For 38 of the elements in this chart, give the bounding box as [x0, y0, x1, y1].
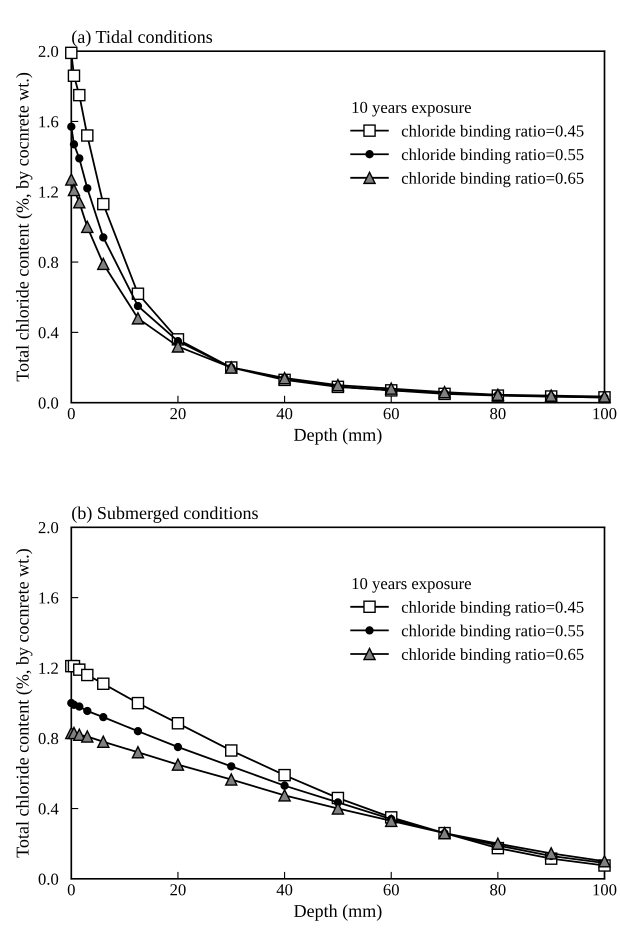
legend-title: 10 years exposure [352, 102, 471, 116]
y-tick-label: 0.8 [38, 256, 58, 268]
x-tick-label: 60 [384, 408, 399, 420]
x-tick-label: 40 [276, 408, 292, 420]
x-axis-title: Depth (mm) [294, 428, 382, 445]
x-tick-label: 60 [384, 884, 399, 896]
legend-label: chloride binding ratio=0.45 [402, 601, 584, 616]
chart-title: (b) Submerged conditions [72, 506, 258, 523]
y-axis-title: Total chloride content (%, by cocnrete wt.) [16, 549, 32, 858]
y-tick-label: 1.2 [39, 186, 58, 198]
y-tick-label: 1.2 [39, 662, 58, 674]
y-axis-title: Total chloride content (%, by cocnrete wt.) [16, 72, 32, 382]
y-tick-label: 0.0 [38, 874, 58, 885]
legend-label: chloride binding ratio=0.55 [402, 148, 584, 164]
y-tick-label: 0.4 [38, 327, 59, 338]
y-tick-label: 0.4 [38, 803, 59, 815]
y-tick-label: 1.6 [39, 592, 58, 604]
x-tick-label: 80 [490, 408, 506, 420]
x-tick-label: 40 [276, 884, 292, 896]
legend-label: chloride binding ratio=0.45 [402, 124, 584, 140]
x-tick-label: 0 [68, 884, 75, 896]
y-tick-label: 2.0 [38, 522, 58, 534]
x-axis-title: Depth (mm) [294, 904, 382, 921]
y-tick-label: 0.8 [38, 732, 58, 744]
chart-title: (a) Tidal conditions [72, 30, 212, 47]
x-tick-label: 100 [593, 884, 616, 896]
legend-label: chloride binding ratio=0.65 [402, 172, 584, 188]
legend-title: 10 years exposure [352, 578, 471, 593]
y-tick-label: 0.0 [38, 397, 58, 409]
x-tick-label: 80 [490, 884, 506, 896]
x-tick-label: 100 [593, 408, 616, 420]
legend-label: chloride binding ratio=0.65 [402, 648, 584, 664]
legend-label: chloride binding ratio=0.55 [402, 624, 584, 640]
y-tick-label: 2.0 [38, 46, 58, 58]
y-tick-label: 1.6 [39, 116, 58, 128]
x-tick-label: 0 [68, 408, 75, 420]
x-tick-label: 20 [170, 408, 186, 420]
x-tick-label: 20 [170, 884, 186, 896]
